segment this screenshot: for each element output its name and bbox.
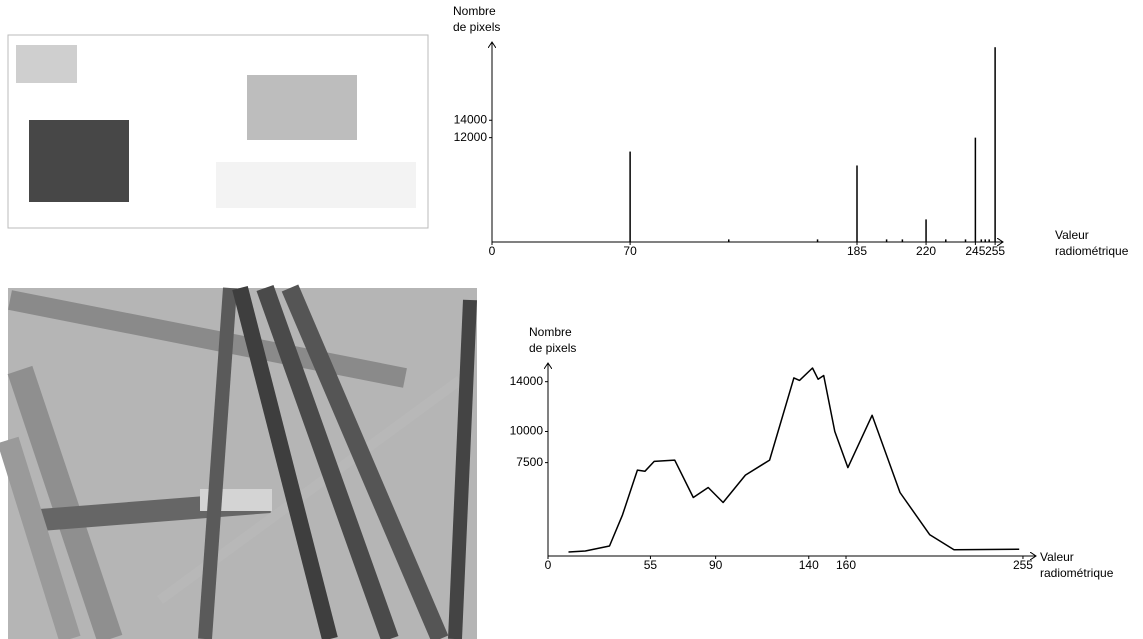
histogram-curve [568, 367, 1020, 553]
bar [984, 239, 986, 242]
x-axis-label: Valeur [1040, 550, 1074, 564]
x-axis-label: radiométrique [1055, 244, 1129, 258]
y-tick-label: 12000 [454, 130, 488, 144]
y-tick-label: 10000 [510, 424, 544, 438]
x-tick-label: 90 [709, 558, 723, 572]
synthetic-image [7, 34, 429, 229]
bar [629, 151, 631, 242]
x-tick-label: 0 [545, 558, 552, 572]
y-axis-label: Nombre [529, 325, 572, 339]
x-tick-label: 245 [965, 244, 985, 258]
bar [728, 239, 730, 242]
x-tick-label: 70 [623, 244, 637, 258]
y-axis-label: de pixels [453, 20, 500, 34]
bar [885, 239, 888, 242]
x-tick-label: 55 [644, 558, 658, 572]
bar [925, 219, 927, 242]
bar [964, 239, 967, 242]
y-tick-label: 7500 [516, 455, 543, 469]
x-axis-label: radiométrique [1040, 566, 1114, 580]
x-tick-label: 140 [799, 558, 819, 572]
x-tick-label: 220 [916, 244, 936, 258]
x-tick-label: 185 [847, 244, 867, 258]
y-axis-label: de pixels [529, 341, 576, 355]
y-axis-label: Nombre [453, 4, 496, 18]
x-tick-label: 255 [985, 244, 1005, 258]
x-tick-label: 0 [489, 244, 496, 258]
x-axis-label: Valeur [1055, 228, 1089, 242]
bar [901, 239, 904, 242]
x-tick-label: 255 [1013, 558, 1033, 572]
x-tick-label: 160 [836, 558, 856, 572]
bar [945, 239, 947, 242]
bar [974, 137, 977, 242]
bar [988, 239, 990, 242]
bar [856, 165, 858, 242]
bar [994, 47, 996, 242]
pencil-photo [0, 284, 477, 639]
y-tick-label: 14000 [510, 374, 544, 388]
bar [816, 239, 819, 242]
y-tick-label: 14000 [454, 112, 488, 126]
bar [980, 239, 983, 242]
